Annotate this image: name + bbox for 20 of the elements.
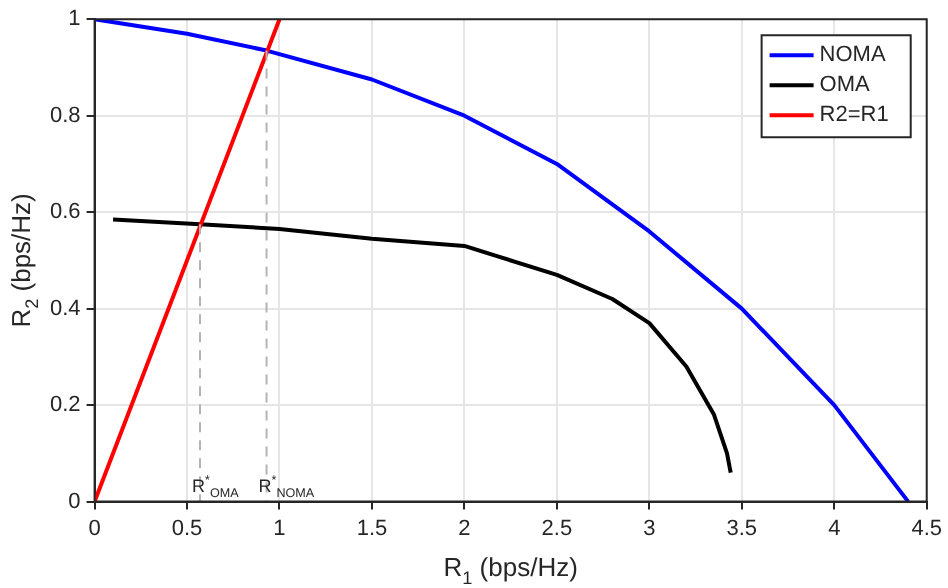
y-tick-label: 0.8 <box>49 103 81 128</box>
y-axis-title: R2 (bps/Hz) <box>6 193 42 328</box>
x-tick-label: 4.5 <box>911 516 943 541</box>
y-tick-label: 0.4 <box>49 296 81 321</box>
y-tick-label: 0 <box>68 489 81 514</box>
y-tick-label: 1 <box>68 7 81 32</box>
y-tick-label: 0.6 <box>49 200 81 225</box>
x-tick-label: 3.5 <box>726 516 758 541</box>
x-tick-label: 2 <box>458 516 471 541</box>
legend-label: NOMA <box>819 43 887 68</box>
legend-label: R2=R1 <box>819 103 889 128</box>
x-tick-label: 3 <box>643 516 656 541</box>
x-tick-label: 1.5 <box>356 516 388 541</box>
x-tick-label: 4 <box>828 516 841 541</box>
x-tick-label: 0 <box>88 516 101 541</box>
x-tick-label: 1 <box>273 516 286 541</box>
legend-label: OMA <box>819 73 872 98</box>
x-tick-label: 2.5 <box>541 516 573 541</box>
x-tick-label: 0.5 <box>171 516 203 541</box>
y-tick-label: 0.2 <box>49 393 81 418</box>
